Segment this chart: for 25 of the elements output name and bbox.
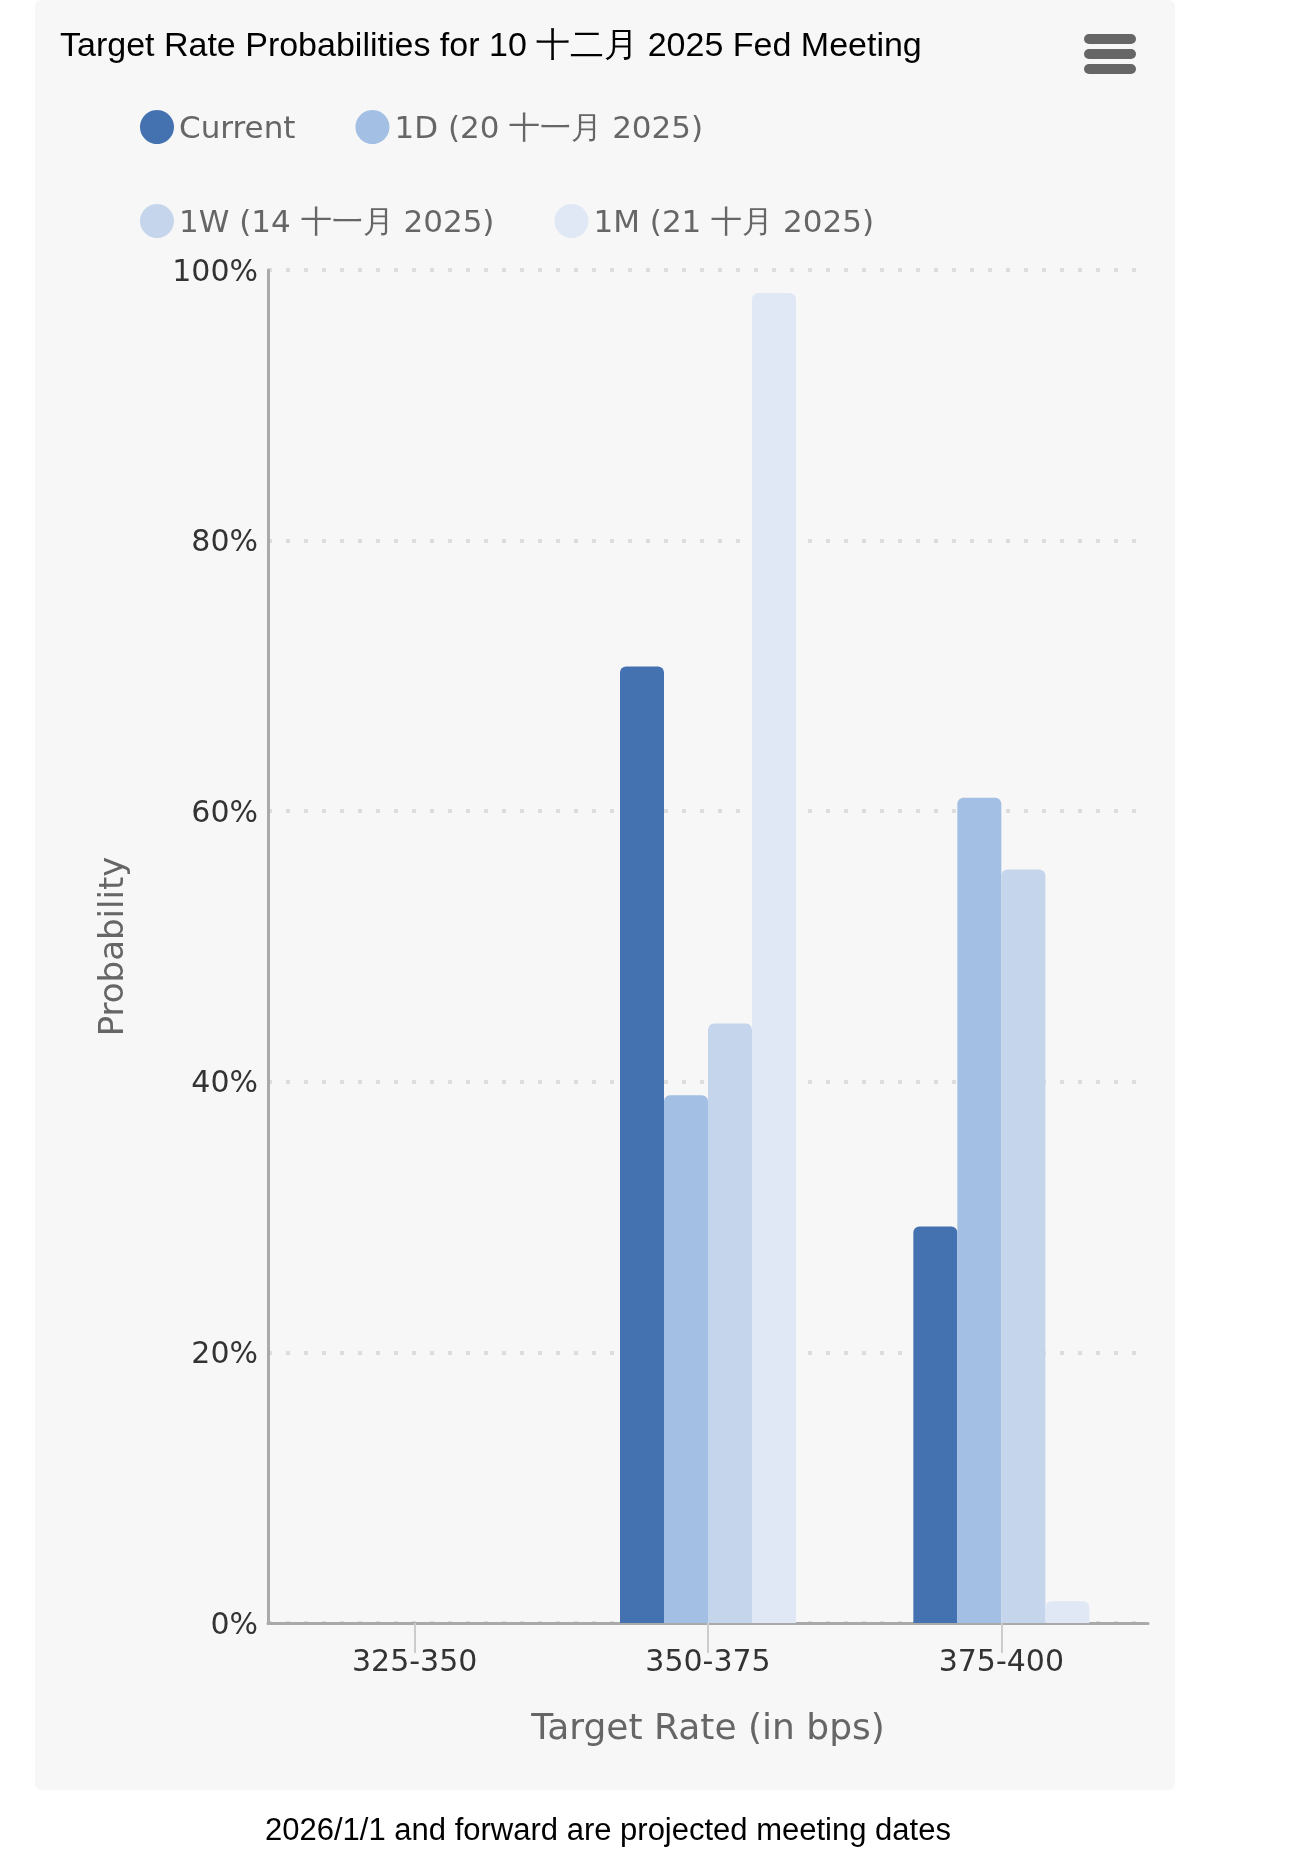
y-axis-title: Probability	[91, 856, 131, 1037]
bar	[913, 1226, 958, 1623]
x-axis-title: Target Rate (in bps)	[530, 1705, 885, 1747]
y-tick-label: 20%	[191, 1334, 258, 1370]
legend-label: 1D (20 十一月 2025)	[394, 109, 704, 145]
y-tick-label: 40%	[191, 1064, 258, 1100]
y-tick-label: 60%	[191, 793, 258, 829]
chart-title: Target Rate Probabilities for 10 十二月 2025 Fed Meeting	[60, 25, 922, 63]
bar	[1001, 869, 1046, 1623]
legend-label: 1M (21 十月 2025)	[593, 203, 875, 239]
y-tick-label: 80%	[191, 523, 258, 559]
legend-label: 1W (14 十一月 2025)	[179, 203, 495, 239]
bar	[1045, 1601, 1090, 1623]
x-tick-label: 325-350	[351, 1642, 478, 1678]
y-tick-label: 0%	[210, 1605, 258, 1641]
bar	[957, 797, 1002, 1623]
legend-label: Current	[179, 109, 296, 145]
x-tick-label: 375-400	[938, 1642, 1065, 1678]
text: 2026/1/1 and forward are projected meeting dates	[264, 1812, 952, 1848]
y-tick-label: 100%	[172, 252, 258, 288]
x-tick-label: 350-375	[645, 1642, 771, 1678]
bar	[752, 293, 796, 1623]
bar	[664, 1095, 708, 1623]
bar	[708, 1023, 752, 1623]
bar	[620, 666, 664, 1623]
